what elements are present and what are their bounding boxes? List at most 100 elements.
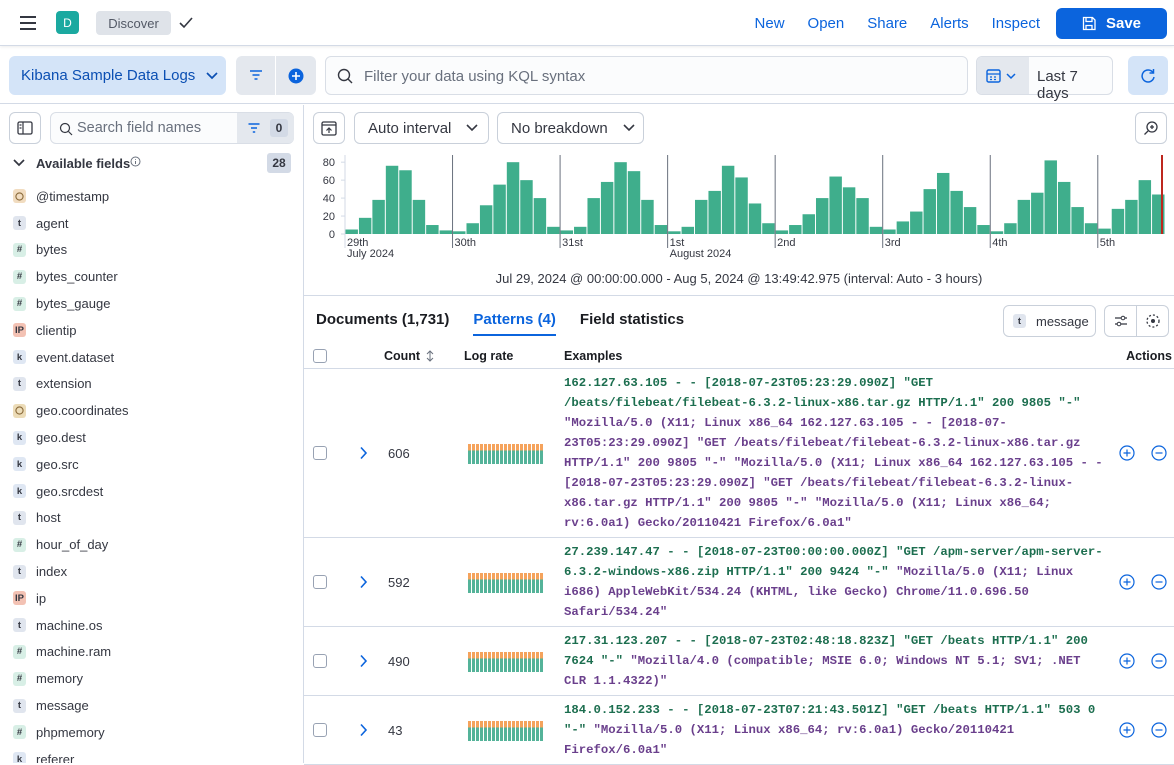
quick-select[interactable] <box>977 57 1029 94</box>
bar <box>547 226 560 234</box>
field-selector[interactable]: t message <box>1003 305 1096 337</box>
expand-icon[interactable] <box>359 446 369 460</box>
bar <box>587 198 600 234</box>
expand-icon[interactable] <box>359 654 369 668</box>
tab[interactable]: Field statistics <box>579 311 685 328</box>
expand-icon[interactable] <box>359 723 369 737</box>
field-name: ip <box>36 590 47 606</box>
interval-select[interactable]: Auto interval <box>354 112 489 144</box>
field-item[interactable]: # machine.ram <box>0 639 303 666</box>
field-item[interactable]: t agent <box>0 210 303 237</box>
chart-toggle[interactable] <box>313 112 345 144</box>
remove-action[interactable] <box>1151 653 1167 669</box>
field-item[interactable]: # bytes_counter <box>0 263 303 290</box>
date-picker[interactable]: Last 7 days <box>976 56 1113 102</box>
field-item[interactable]: IP clientip <box>0 317 303 344</box>
field-search[interactable]: Search field names 0 <box>50 112 294 144</box>
add-filter-icon[interactable] <box>288 68 304 84</box>
nav-link[interactable]: New <box>754 14 785 32</box>
action-glyph <box>1123 449 1131 457</box>
filter-icon[interactable] <box>249 69 263 81</box>
space-badge[interactable]: D <box>56 11 79 34</box>
bar <box>614 162 627 234</box>
icon-part <box>1146 121 1158 133</box>
filter-count: 0 <box>270 119 288 137</box>
nav: New Open Share Alerts Inspect <box>755 0 1040 46</box>
field-type-icon: # <box>13 644 26 659</box>
chevron <box>206 71 218 79</box>
bar <box>1098 228 1111 234</box>
expand-icon[interactable] <box>359 575 369 589</box>
pattern-row: 490 217.31.123.207 - - [2018-07-23T02:48:… <box>304 627 1174 696</box>
row-checkbox[interactable] <box>313 654 327 668</box>
nav-link[interactable]: Share <box>867 14 908 32</box>
add-action[interactable] <box>1119 445 1135 461</box>
field-item[interactable]: t index <box>0 558 303 585</box>
add-action[interactable] <box>1119 722 1135 738</box>
row-checkbox[interactable] <box>313 575 327 589</box>
field-item[interactable]: t extension <box>0 371 303 398</box>
column-header: Actions <box>1126 349 1172 363</box>
field-item[interactable]: k geo.src <box>0 451 303 478</box>
field-item[interactable]: IP ip <box>0 585 303 612</box>
icon-part <box>248 123 260 133</box>
field-name: index <box>36 564 68 580</box>
bar <box>977 225 990 234</box>
nav-link[interactable]: Inspect <box>991 14 1040 32</box>
icon-part <box>292 72 300 80</box>
field-item[interactable]: # memory <box>0 665 303 692</box>
bar <box>668 231 681 234</box>
save-button[interactable]: Save <box>1056 8 1167 39</box>
bar <box>1017 199 1031 234</box>
chart-toggle-icon <box>321 121 337 136</box>
sort-icon[interactable] <box>425 350 435 362</box>
chart-options[interactable] <box>1135 112 1167 144</box>
divider <box>304 295 1174 296</box>
sidebar-toggle[interactable] <box>9 112 41 144</box>
field-item[interactable]: k referer <box>0 746 303 763</box>
remove-action[interactable] <box>1151 574 1167 590</box>
field-item[interactable]: geo.coordinates <box>0 397 303 424</box>
remove-action[interactable] <box>1151 722 1167 738</box>
add-action[interactable] <box>1119 574 1135 590</box>
field-item[interactable]: @timestamp <box>0 183 303 210</box>
refresh-button[interactable] <box>1128 56 1168 95</box>
nav-link[interactable]: Open <box>807 14 845 32</box>
field-item[interactable]: k event.dataset <box>0 344 303 371</box>
field-filter[interactable]: 0 <box>237 113 294 143</box>
field-item[interactable]: # bytes_gauge <box>0 290 303 317</box>
field-item[interactable]: t message <box>0 692 303 719</box>
x-tick-label: 4th <box>992 237 1007 249</box>
field-item[interactable]: k geo.srcdest <box>0 478 303 505</box>
collapse-chevron[interactable] <box>12 157 26 169</box>
select-all[interactable] <box>313 349 327 363</box>
icon-part <box>337 68 351 82</box>
field-type-icon: k <box>13 752 26 763</box>
remove-action[interactable] <box>1151 445 1167 461</box>
data-view-picker[interactable]: Kibana Sample Data Logs <box>9 56 226 95</box>
field-item[interactable]: t host <box>0 505 303 532</box>
tab[interactable]: Patterns (4) <box>473 311 556 336</box>
menu-icon[interactable] <box>18 14 38 32</box>
breadcrumb[interactable]: Discover <box>96 11 171 35</box>
row-checkbox[interactable] <box>313 446 327 460</box>
x-tick-label: 1st <box>670 237 685 249</box>
query-input[interactable]: Filter your data using KQL syntax <box>325 56 968 95</box>
icon-part <box>322 124 336 133</box>
pattern-settings[interactable] <box>1104 305 1137 337</box>
field-item[interactable]: k geo.dest <box>0 424 303 451</box>
field-item[interactable]: # hour_of_day <box>0 531 303 558</box>
tab[interactable]: Documents (1,731) <box>316 311 450 328</box>
nav-link[interactable]: Alerts <box>930 14 969 32</box>
y-tick-label: 0 <box>329 229 335 241</box>
breakdown-select[interactable]: No breakdown <box>497 112 644 144</box>
log-rate-sparkline <box>468 442 544 464</box>
add-action[interactable] <box>1119 653 1135 669</box>
bar <box>1057 181 1071 234</box>
field-item[interactable]: # bytes <box>0 237 303 264</box>
field-item[interactable]: # phpmemory <box>0 719 303 746</box>
pattern-filter[interactable] <box>1136 305 1169 337</box>
row-checkbox[interactable] <box>313 723 327 737</box>
field-item[interactable]: t machine.os <box>0 612 303 639</box>
count: 490 <box>388 653 410 669</box>
